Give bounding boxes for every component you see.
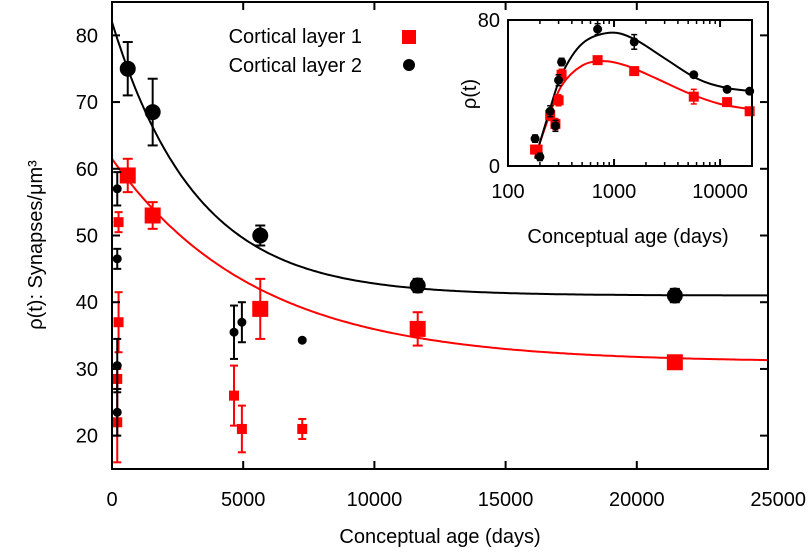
data-point-circle [112, 361, 122, 371]
data-point-circle [252, 227, 269, 244]
data-point-circle [112, 407, 122, 417]
x-tick-label: 0 [106, 489, 117, 511]
y-tick-label: 80 [76, 25, 98, 47]
data-point-square [144, 207, 161, 224]
inset-data-point-circle [535, 152, 545, 162]
data-point-circle [229, 327, 239, 337]
x-tick-label: 20000 [609, 489, 665, 511]
fit-curve [111, 21, 768, 297]
inset-y-tick-label: 0 [489, 156, 500, 178]
inset-data-point-circle [557, 57, 567, 67]
inset-data-point-circle [554, 75, 564, 85]
inset-data-point-circle [689, 70, 699, 80]
inset-data-point-square [553, 95, 564, 106]
data-point-square [297, 423, 308, 434]
data-point-circle [112, 184, 122, 194]
y-tick-label: 40 [76, 292, 98, 314]
main-fit-curves [111, 21, 768, 362]
inset-data-point-square [688, 91, 699, 102]
fit-curve [111, 158, 768, 362]
main-y-axis-ticks: 20 30 40 50 60 70 80 [76, 25, 768, 448]
inset-y-axis-ticks: 0 80 [478, 10, 752, 178]
inset-plot-frame [507, 19, 753, 167]
data-point-square [409, 320, 426, 337]
legend-marker-layer-2 [403, 59, 415, 71]
inset-data-points [530, 22, 755, 162]
inset-x-axis-label: Conceptual age (days) [527, 226, 728, 248]
inset-fit-curve [534, 31, 753, 159]
inset-x-tick-label: 10000 [692, 181, 748, 203]
legend-marker-layer-1 [402, 30, 416, 44]
y-tick-label: 50 [76, 226, 98, 248]
inset-data-point-circle [722, 84, 732, 94]
inset-data-point-circle [530, 134, 540, 144]
data-point-square [113, 317, 124, 328]
data-point-square [113, 217, 124, 228]
legend-label-layer-2: Cortical layer 2 [229, 55, 362, 77]
data-point-square [236, 423, 247, 434]
legend-label-layer-1: Cortical layer 1 [229, 26, 362, 48]
data-point-circle [119, 60, 136, 77]
data-point-circle [409, 277, 426, 294]
x-tick-label: 15000 [478, 489, 534, 511]
inset-data-point-square [722, 97, 733, 108]
inset-data-point-square [592, 55, 603, 66]
main-y-axis-label: ρ(t): Synapses/μm³ [25, 160, 47, 330]
x-tick-label: 10000 [347, 489, 403, 511]
x-tick-label: 25000 [750, 489, 806, 511]
data-point-square [252, 300, 269, 317]
inset-plot: 100 1000 10000 0 80 Conceptual age (days) ρ… [459, 10, 758, 248]
data-point-circle [112, 254, 122, 264]
y-tick-label: 20 [76, 426, 98, 448]
main-data-points [112, 41, 683, 464]
inset-data-point-circle [593, 24, 603, 34]
inset-data-point-square [532, 144, 543, 155]
main-plot: 0 5000 10000 15000 20000 25000 20304050607080… [25, 1, 806, 548]
data-point-circle [297, 335, 307, 345]
main-x-axis-ticks: 0 5000 10000 15000 20000 25000 [106, 2, 806, 511]
inset-y-tick-label: 80 [478, 10, 500, 32]
inset-x-tick-label: 1000 [592, 181, 637, 203]
data-point-circle [666, 287, 683, 304]
data-point-circle [144, 104, 161, 121]
data-point-square [666, 354, 683, 371]
legend: Cortical layer 1 Cortical layer 2 [229, 26, 416, 77]
data-point-square [229, 390, 240, 401]
inset-data-point-circle [545, 106, 555, 116]
inset-x-tick-label: 100 [491, 181, 524, 203]
inset-x-axis-ticks: 100 1000 10000 [491, 20, 753, 203]
inset-data-point-circle [550, 121, 560, 131]
y-tick-label: 70 [76, 92, 98, 114]
inset-data-point-square [629, 66, 640, 77]
data-point-circle [237, 317, 247, 327]
y-tick-label: 60 [76, 159, 98, 181]
data-point-square [119, 167, 136, 184]
inset-data-point-circle [629, 37, 639, 47]
y-tick-label: 30 [76, 359, 98, 381]
inset-y-axis-label: ρ(t) [459, 79, 481, 109]
inset-data-point-square [744, 106, 755, 117]
main-x-axis-label: Conceptual age (days) [339, 526, 540, 548]
x-tick-label: 5000 [221, 489, 266, 511]
